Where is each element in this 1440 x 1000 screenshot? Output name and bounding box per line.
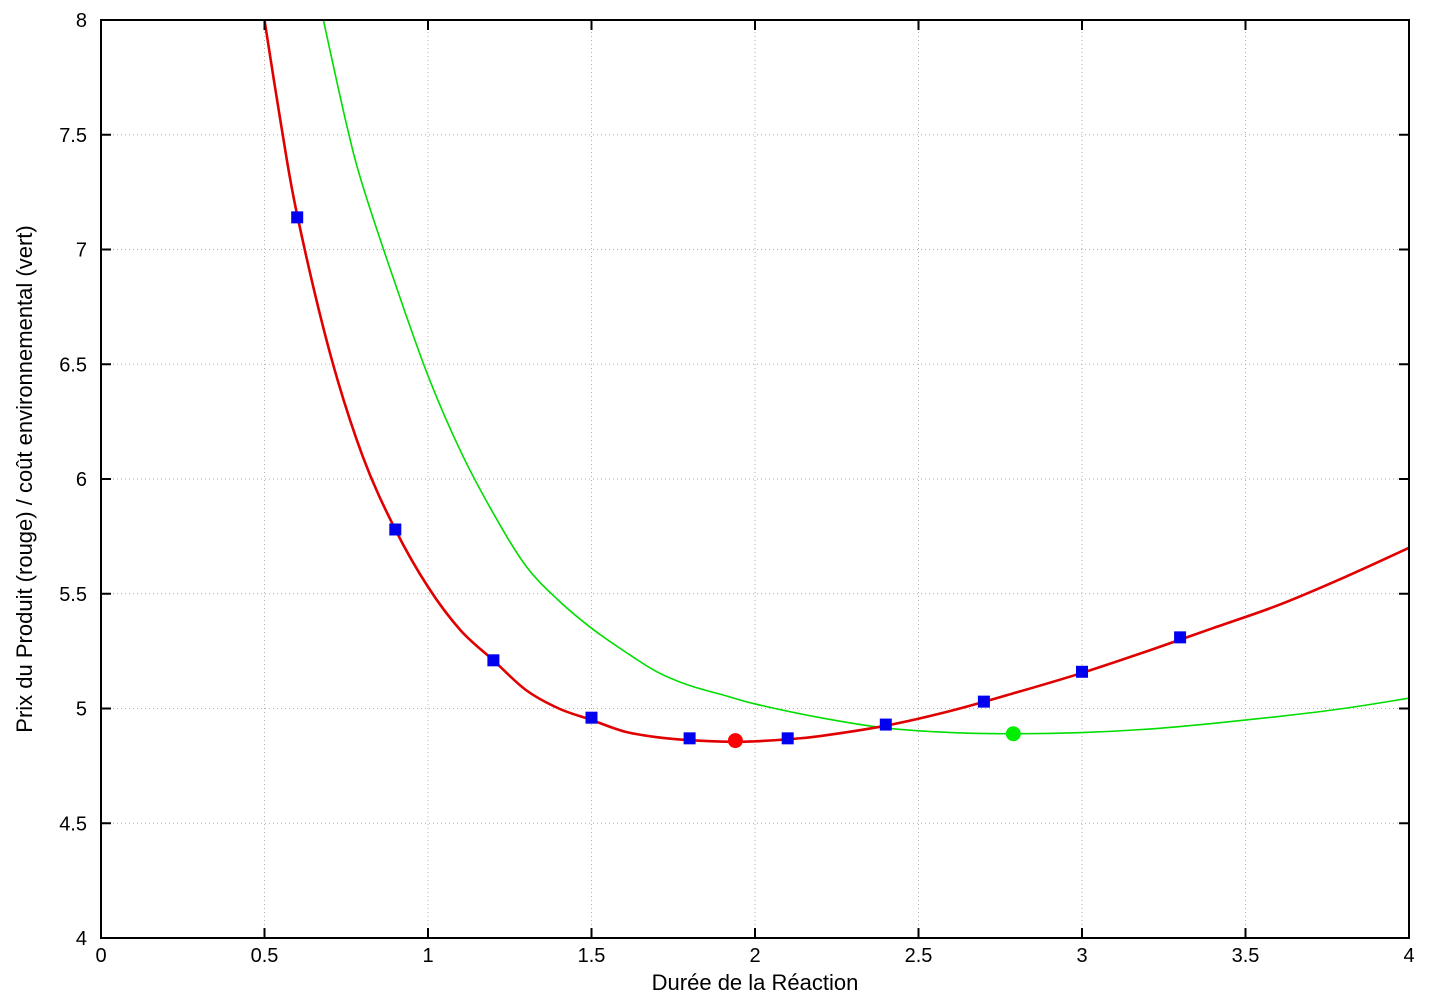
y-tick-label: 7.5 — [59, 125, 87, 147]
blue-data-point — [879, 718, 892, 731]
blue-data-point — [781, 732, 794, 745]
y-tick-label: 5 — [76, 699, 87, 721]
x-tick-label: 2.5 — [905, 945, 933, 967]
x-tick-label: 4 — [1403, 945, 1414, 967]
blue-data-point — [977, 695, 990, 708]
blue-data-point — [291, 211, 304, 224]
y-tick-label: 7 — [76, 240, 87, 262]
green-cost-curve — [322, 20, 1409, 735]
blue-data-point — [487, 654, 500, 667]
red-price-curve — [263, 20, 1409, 744]
y-tick-label: 4.5 — [59, 813, 87, 835]
y-tick-label: 5.5 — [59, 584, 87, 606]
green-minimum-point — [1005, 726, 1021, 742]
blue-data-point — [1174, 631, 1187, 644]
plot-series — [263, 20, 1409, 744]
x-tick-label: 1.5 — [578, 945, 606, 967]
grid — [101, 20, 1409, 938]
plot-markers — [291, 211, 1187, 749]
y-tick-label: 8 — [76, 10, 87, 32]
x-tick-label: 0.5 — [251, 945, 279, 967]
x-tick-label: 3 — [1076, 945, 1087, 967]
x-tick-label: 1 — [422, 945, 433, 967]
x-tick-label: 0 — [95, 945, 106, 967]
y-tick-label: 4 — [76, 928, 87, 950]
blue-data-point — [585, 711, 598, 724]
y-tick-label: 6 — [76, 469, 87, 491]
x-tick-label: 2 — [749, 945, 760, 967]
axis-ticks: 0 0.5 1 1.5 2 2.5 3 3.5 4 4 4.5 5 5.5 6 6.5 7 7.5 8 — [59, 10, 1414, 967]
x-tick-label: 3.5 — [1232, 945, 1260, 967]
blue-data-point — [683, 732, 696, 745]
blue-data-point — [389, 523, 402, 536]
y-axis-label: Prix du Produit (rouge) / coût environne… — [12, 225, 37, 732]
x-axis-label: Durée de la Réaction — [652, 970, 859, 995]
blue-data-point — [1076, 665, 1088, 678]
y-tick-label: 6.5 — [59, 354, 87, 376]
red-minimum-point — [727, 733, 743, 749]
